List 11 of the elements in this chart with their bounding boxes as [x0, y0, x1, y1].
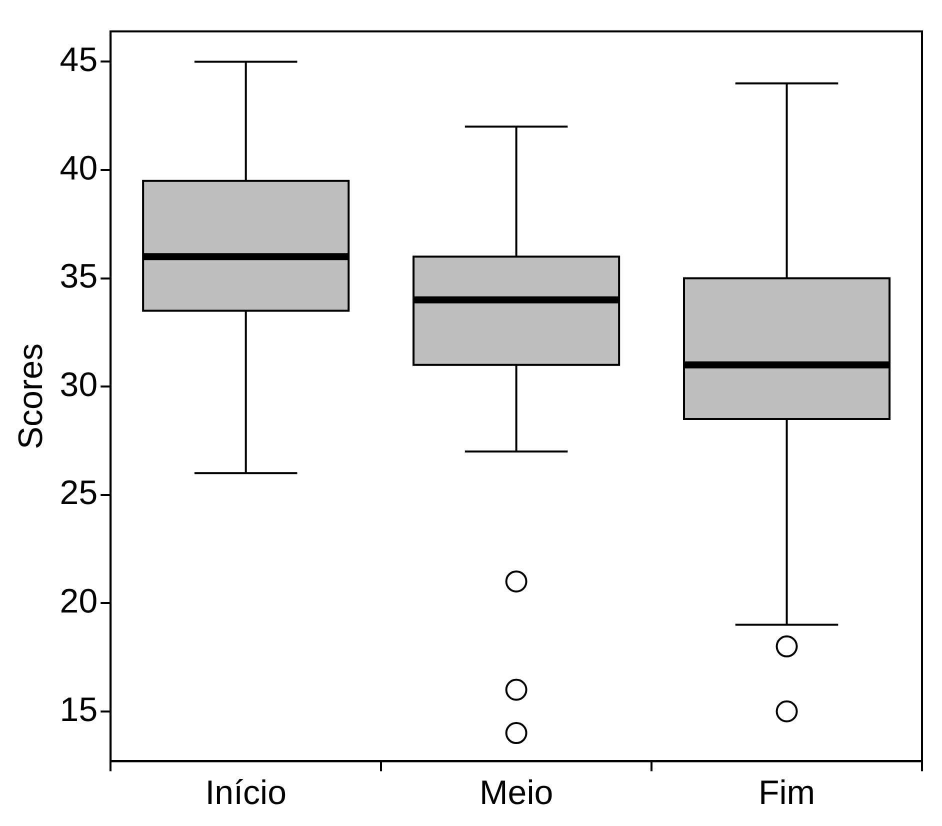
- y-tick-label: 15: [60, 690, 98, 729]
- x-tick-label: Fim: [758, 774, 816, 812]
- y-tick-label: 40: [60, 149, 98, 188]
- y-tick-label: 45: [60, 41, 98, 80]
- y-tick-label: 30: [60, 366, 98, 404]
- x-tick-label: Início: [205, 774, 286, 812]
- y-tick-label: 35: [60, 258, 98, 296]
- y-axis-title: Scores: [12, 343, 50, 450]
- y-tick-label: 20: [60, 582, 98, 620]
- y-tick-label: 25: [60, 474, 98, 512]
- x-tick-label: Meio: [479, 774, 554, 812]
